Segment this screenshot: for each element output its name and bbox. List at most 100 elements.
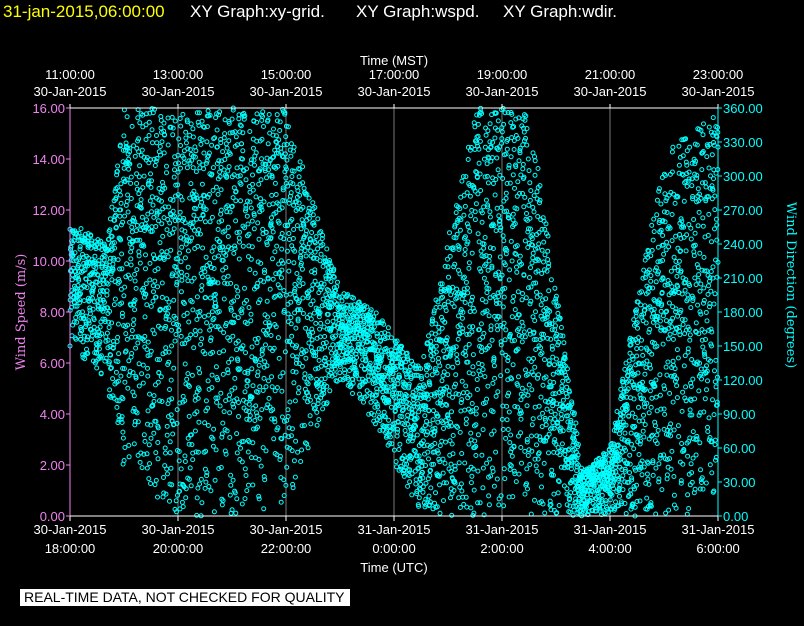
wind-direction-point [81, 254, 86, 260]
wind-direction-point [210, 443, 216, 449]
wind-direction-point [660, 233, 666, 238]
wind-direction-point [627, 452, 633, 458]
wind-direction-point [360, 341, 365, 347]
wind-direction-point [214, 399, 220, 405]
wind-direction-point [530, 250, 536, 256]
wind-direction-point [290, 181, 296, 187]
wind-direction-point [402, 428, 408, 433]
wind-direction-point [171, 321, 176, 327]
wind-direction-point [475, 121, 481, 127]
wind-direction-point [230, 333, 236, 339]
wind-direction-point [297, 283, 303, 289]
wind-direction-point [427, 502, 432, 508]
wind-direction-point [102, 243, 108, 249]
wind-direction-point [536, 257, 542, 263]
wind-direction-point [81, 298, 87, 304]
wind-direction-point [536, 403, 542, 409]
wind-direction-point [296, 385, 302, 391]
wind-direction-point [338, 304, 344, 310]
wind-direction-point [258, 356, 263, 362]
wind-direction-point [617, 482, 623, 488]
wind-direction-point [617, 431, 622, 437]
wind-direction-point [220, 258, 226, 263]
wind-direction-point [687, 144, 693, 150]
wind-direction-point [549, 343, 555, 349]
wind-direction-point [549, 425, 555, 431]
wind-direction-point [209, 309, 215, 315]
wind-direction-point [531, 280, 537, 286]
wind-direction-point [349, 346, 355, 351]
wind-direction-point [673, 505, 679, 511]
wind-direction-point [433, 490, 438, 496]
wind-direction-point [630, 410, 635, 416]
wind-direction-point [288, 433, 294, 439]
wind-direction-point [496, 213, 502, 219]
wind-direction-point [591, 483, 597, 489]
wind-direction-point [477, 171, 483, 177]
wind-direction-point [472, 188, 478, 194]
wind-direction-point [133, 375, 139, 381]
wind-direction-point [332, 366, 338, 372]
wind-direction-point [403, 432, 409, 438]
wind-direction-point [159, 399, 165, 404]
wind-direction-point [163, 491, 169, 497]
wind-direction-point [670, 304, 676, 310]
wind-direction-point [454, 231, 460, 237]
wind-direction-point [269, 416, 275, 422]
wind-direction-point [275, 163, 281, 169]
wind-direction-point [522, 491, 528, 497]
wind-direction-point [487, 245, 493, 251]
wind-direction-point [495, 327, 501, 333]
wind-direction-point [404, 374, 410, 380]
wind-direction-point [189, 299, 195, 305]
wind-direction-point [253, 358, 259, 364]
wind-direction-point [288, 141, 294, 147]
wind-direction-point [136, 361, 142, 367]
wind-direction-point [300, 281, 306, 287]
wind-direction-point [387, 434, 393, 440]
wind-direction-point [184, 119, 190, 125]
wind-direction-point [98, 238, 104, 244]
wind-direction-point [308, 237, 314, 243]
wind-direction-point [184, 272, 190, 278]
wind-direction-point [237, 239, 242, 245]
wind-direction-point [237, 173, 243, 179]
wind-direction-point [219, 431, 225, 437]
wind-direction-point [372, 404, 378, 410]
wind-direction-point [179, 277, 185, 283]
wind-direction-point [610, 469, 616, 475]
wind-direction-point [428, 467, 433, 473]
wind-direction-point [237, 457, 243, 462]
wind-direction-point [113, 195, 119, 201]
wind-direction-point [174, 407, 180, 413]
wind-direction-point [118, 207, 124, 213]
wind-direction-point [297, 181, 303, 187]
wind-direction-point [648, 503, 654, 509]
wind-direction-point [525, 486, 530, 492]
wind-direction-point [214, 375, 220, 380]
wind-direction-point [128, 256, 134, 262]
wind-direction-point [205, 108, 211, 114]
wind-direction-point [543, 221, 549, 227]
wind-direction-point [555, 478, 561, 484]
wind-direction-point [279, 414, 285, 420]
wind-direction-point [659, 290, 665, 295]
wind-direction-point [509, 338, 515, 344]
wind-direction-point [664, 308, 670, 314]
wind-direction-point [153, 224, 159, 229]
wind-direction-point [249, 366, 255, 372]
wind-direction-point [537, 415, 543, 421]
wind-direction-point [331, 266, 337, 272]
wind-direction-point [457, 227, 463, 233]
wind-direction-point [204, 139, 210, 145]
wind-direction-point [418, 366, 424, 372]
wind-direction-point [399, 414, 405, 420]
wind-direction-point [539, 226, 545, 232]
wind-direction-point [510, 172, 516, 178]
wind-direction-point [448, 468, 454, 474]
wind-direction-point [218, 140, 224, 146]
wind-direction-point [141, 432, 147, 438]
wind-direction-point [485, 202, 491, 208]
wind-direction-point [510, 298, 516, 304]
wind-direction-point [309, 230, 315, 235]
